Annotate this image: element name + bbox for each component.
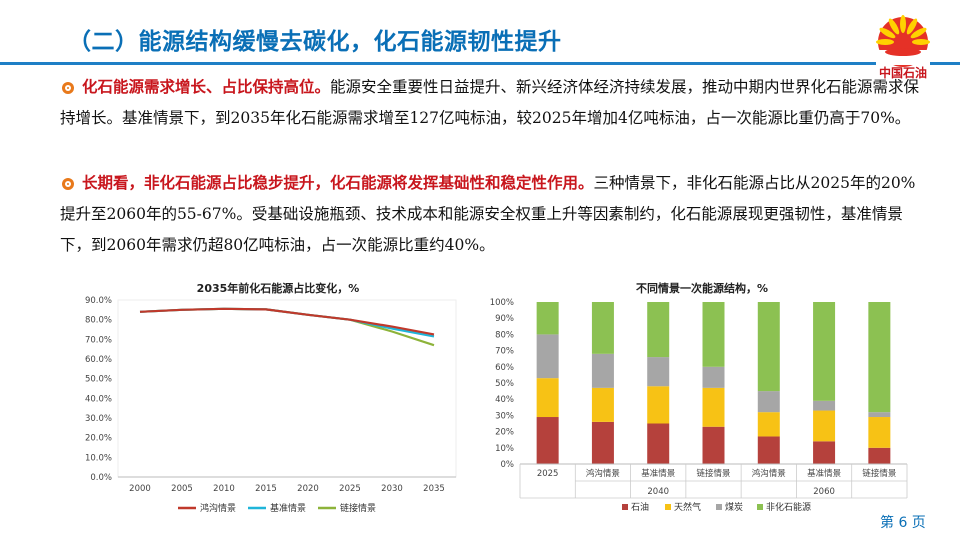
page-number: 第 6 页 xyxy=(880,515,926,531)
bar-segment-3 xyxy=(647,302,670,358)
y-tick-label: 10.0% xyxy=(85,453,112,463)
bar-segment-1 xyxy=(868,417,891,448)
bar-segment-3 xyxy=(591,302,614,354)
x-tick-label: 基准情景 xyxy=(641,468,675,479)
bar-segment-0 xyxy=(647,423,670,464)
x-tick-label: 鸿沟情景 xyxy=(752,468,786,479)
y-tick-label: 90.0% xyxy=(85,296,112,306)
bullet-icon xyxy=(62,82,74,94)
x-tick-label: 鸿沟情景 xyxy=(586,468,620,479)
legend-label: 非化石能源 xyxy=(766,501,811,513)
paragraph-2-lead: 长期看，非化石能源占比稳步提升，化石能源将发挥基础性和稳定性作用。 xyxy=(82,174,594,192)
y-tick-label: 70% xyxy=(495,347,514,357)
chart-title: 不同情景一次能源结构，% xyxy=(636,281,768,295)
y-tick-label: 60.0% xyxy=(85,355,112,365)
y-tick-label: 50.0% xyxy=(85,375,112,385)
plot-area xyxy=(117,299,457,478)
bar-segment-2 xyxy=(757,391,780,413)
bar-segment-0 xyxy=(757,436,780,464)
y-tick-label: 70.0% xyxy=(85,335,112,345)
x-tick-label: 2030 xyxy=(381,484,403,494)
bar-segment-0 xyxy=(702,426,725,464)
y-tick-label: 80% xyxy=(495,330,514,340)
bar-segment-3 xyxy=(757,302,780,392)
x-tick-label: 2025 xyxy=(339,484,361,494)
bar-segment-3 xyxy=(868,302,891,413)
legend-label: 天然气 xyxy=(674,501,701,513)
x-tick-label: 2005 xyxy=(171,484,193,494)
x-tick-label: 2010 xyxy=(213,484,235,494)
y-tick-label: 0.0% xyxy=(90,473,112,483)
legend-label: 基准情景 xyxy=(270,502,306,514)
x-tick-label: 2035 xyxy=(423,484,445,494)
legend-label: 鸿沟情景 xyxy=(200,502,236,514)
y-tick-label: 30.0% xyxy=(85,414,112,424)
slide-title: （二）能源结构缓慢去碳化，化石能源韧性提升 xyxy=(68,29,562,55)
y-tick-label: 30% xyxy=(495,411,514,421)
y-tick-label: 40.0% xyxy=(85,394,112,404)
bar-segment-2 xyxy=(591,353,614,388)
legend-swatch xyxy=(757,504,763,510)
bar-segment-2 xyxy=(813,400,836,411)
legend-label: 煤炭 xyxy=(725,501,743,513)
y-tick-label: 50% xyxy=(495,379,514,389)
title-divider xyxy=(0,62,960,65)
bar-segment-2 xyxy=(536,334,559,379)
legend-swatch xyxy=(716,504,722,510)
bar-segment-2 xyxy=(702,366,725,388)
x-tick-label: 2000 xyxy=(129,484,151,494)
group-label: 2040 xyxy=(647,487,669,497)
y-tick-label: 60% xyxy=(495,363,514,373)
bar-segment-1 xyxy=(702,387,725,427)
bar-segment-0 xyxy=(813,441,836,464)
y-tick-label: 40% xyxy=(495,395,514,405)
logo-text: 中国石油 xyxy=(878,66,927,80)
bar-segment-3 xyxy=(702,302,725,367)
legend-label: 链接情景 xyxy=(340,502,376,514)
bar-segment-1 xyxy=(591,387,614,422)
paragraph-2: 长期看，非化石能源占比稳步提升，化石能源将发挥基础性和稳定性作用。三种情景下，非… xyxy=(60,168,920,261)
x-tick-label: 基准情景 xyxy=(807,468,841,479)
petrochina-logo-icon xyxy=(876,15,930,67)
y-tick-label: 0% xyxy=(501,460,515,470)
y-tick-label: 20% xyxy=(495,428,514,438)
bar-segment-3 xyxy=(536,302,559,335)
paragraph-1: 化石能源需求增长、占比保持高位。能源安全重要性日益提升、新兴经济体经济持续发展，… xyxy=(60,72,920,134)
y-tick-label: 80.0% xyxy=(85,316,112,326)
x-tick-label: 链接情景 xyxy=(862,468,896,479)
paragraph-1-body: 能源安全重要性日益提升、新兴经济体经济持续发展，推动中期内世界化石能源需求保持增… xyxy=(60,78,920,127)
x-tick-label: 2025 xyxy=(537,469,559,479)
bar-segment-0 xyxy=(536,417,559,464)
y-tick-label: 20.0% xyxy=(85,434,112,444)
bar-segment-1 xyxy=(813,410,836,442)
stacked-bar-chart: 不同情景一次能源结构，% 0% 10% 20% 30% 40% 50% 60% 70% 80% 90… xyxy=(490,281,908,513)
group-label: 2060 xyxy=(813,487,835,497)
bar-segment-2 xyxy=(868,412,891,418)
y-tick-label: 100% xyxy=(490,298,514,308)
paragraph-2-body: 三种情景下，非化石能源占比从2025年的20%提升至2060年的55-67%。受… xyxy=(60,174,916,254)
legend-label: 石油 xyxy=(631,501,649,513)
series-line-0 xyxy=(139,307,435,336)
bar-segment-3 xyxy=(813,302,836,401)
bar-segment-0 xyxy=(868,447,891,464)
line-chart: 2035年前化石能源占比变化，% 0.0% 10.0% 20.0% 30.0% 40.0%… xyxy=(85,281,457,514)
legend-swatch xyxy=(665,504,671,510)
x-tick-label: 链接情景 xyxy=(696,468,730,479)
bar-segment-1 xyxy=(647,386,670,424)
bar-segment-0 xyxy=(591,421,614,464)
bar-segment-1 xyxy=(536,378,559,418)
paragraph-1-lead: 化石能源需求增长、占比保持高位。 xyxy=(82,78,331,96)
bar-segment-2 xyxy=(647,357,670,387)
x-tick-label: 2020 xyxy=(297,484,319,494)
y-tick-label: 10% xyxy=(495,444,514,454)
x-tick-label: 2015 xyxy=(255,484,277,494)
y-tick-label: 90% xyxy=(495,314,514,324)
bar-segment-1 xyxy=(757,412,780,437)
chart-title: 2035年前化石能源占比变化，% xyxy=(197,281,360,295)
bullet-icon xyxy=(62,178,74,190)
legend-swatch xyxy=(622,504,628,510)
